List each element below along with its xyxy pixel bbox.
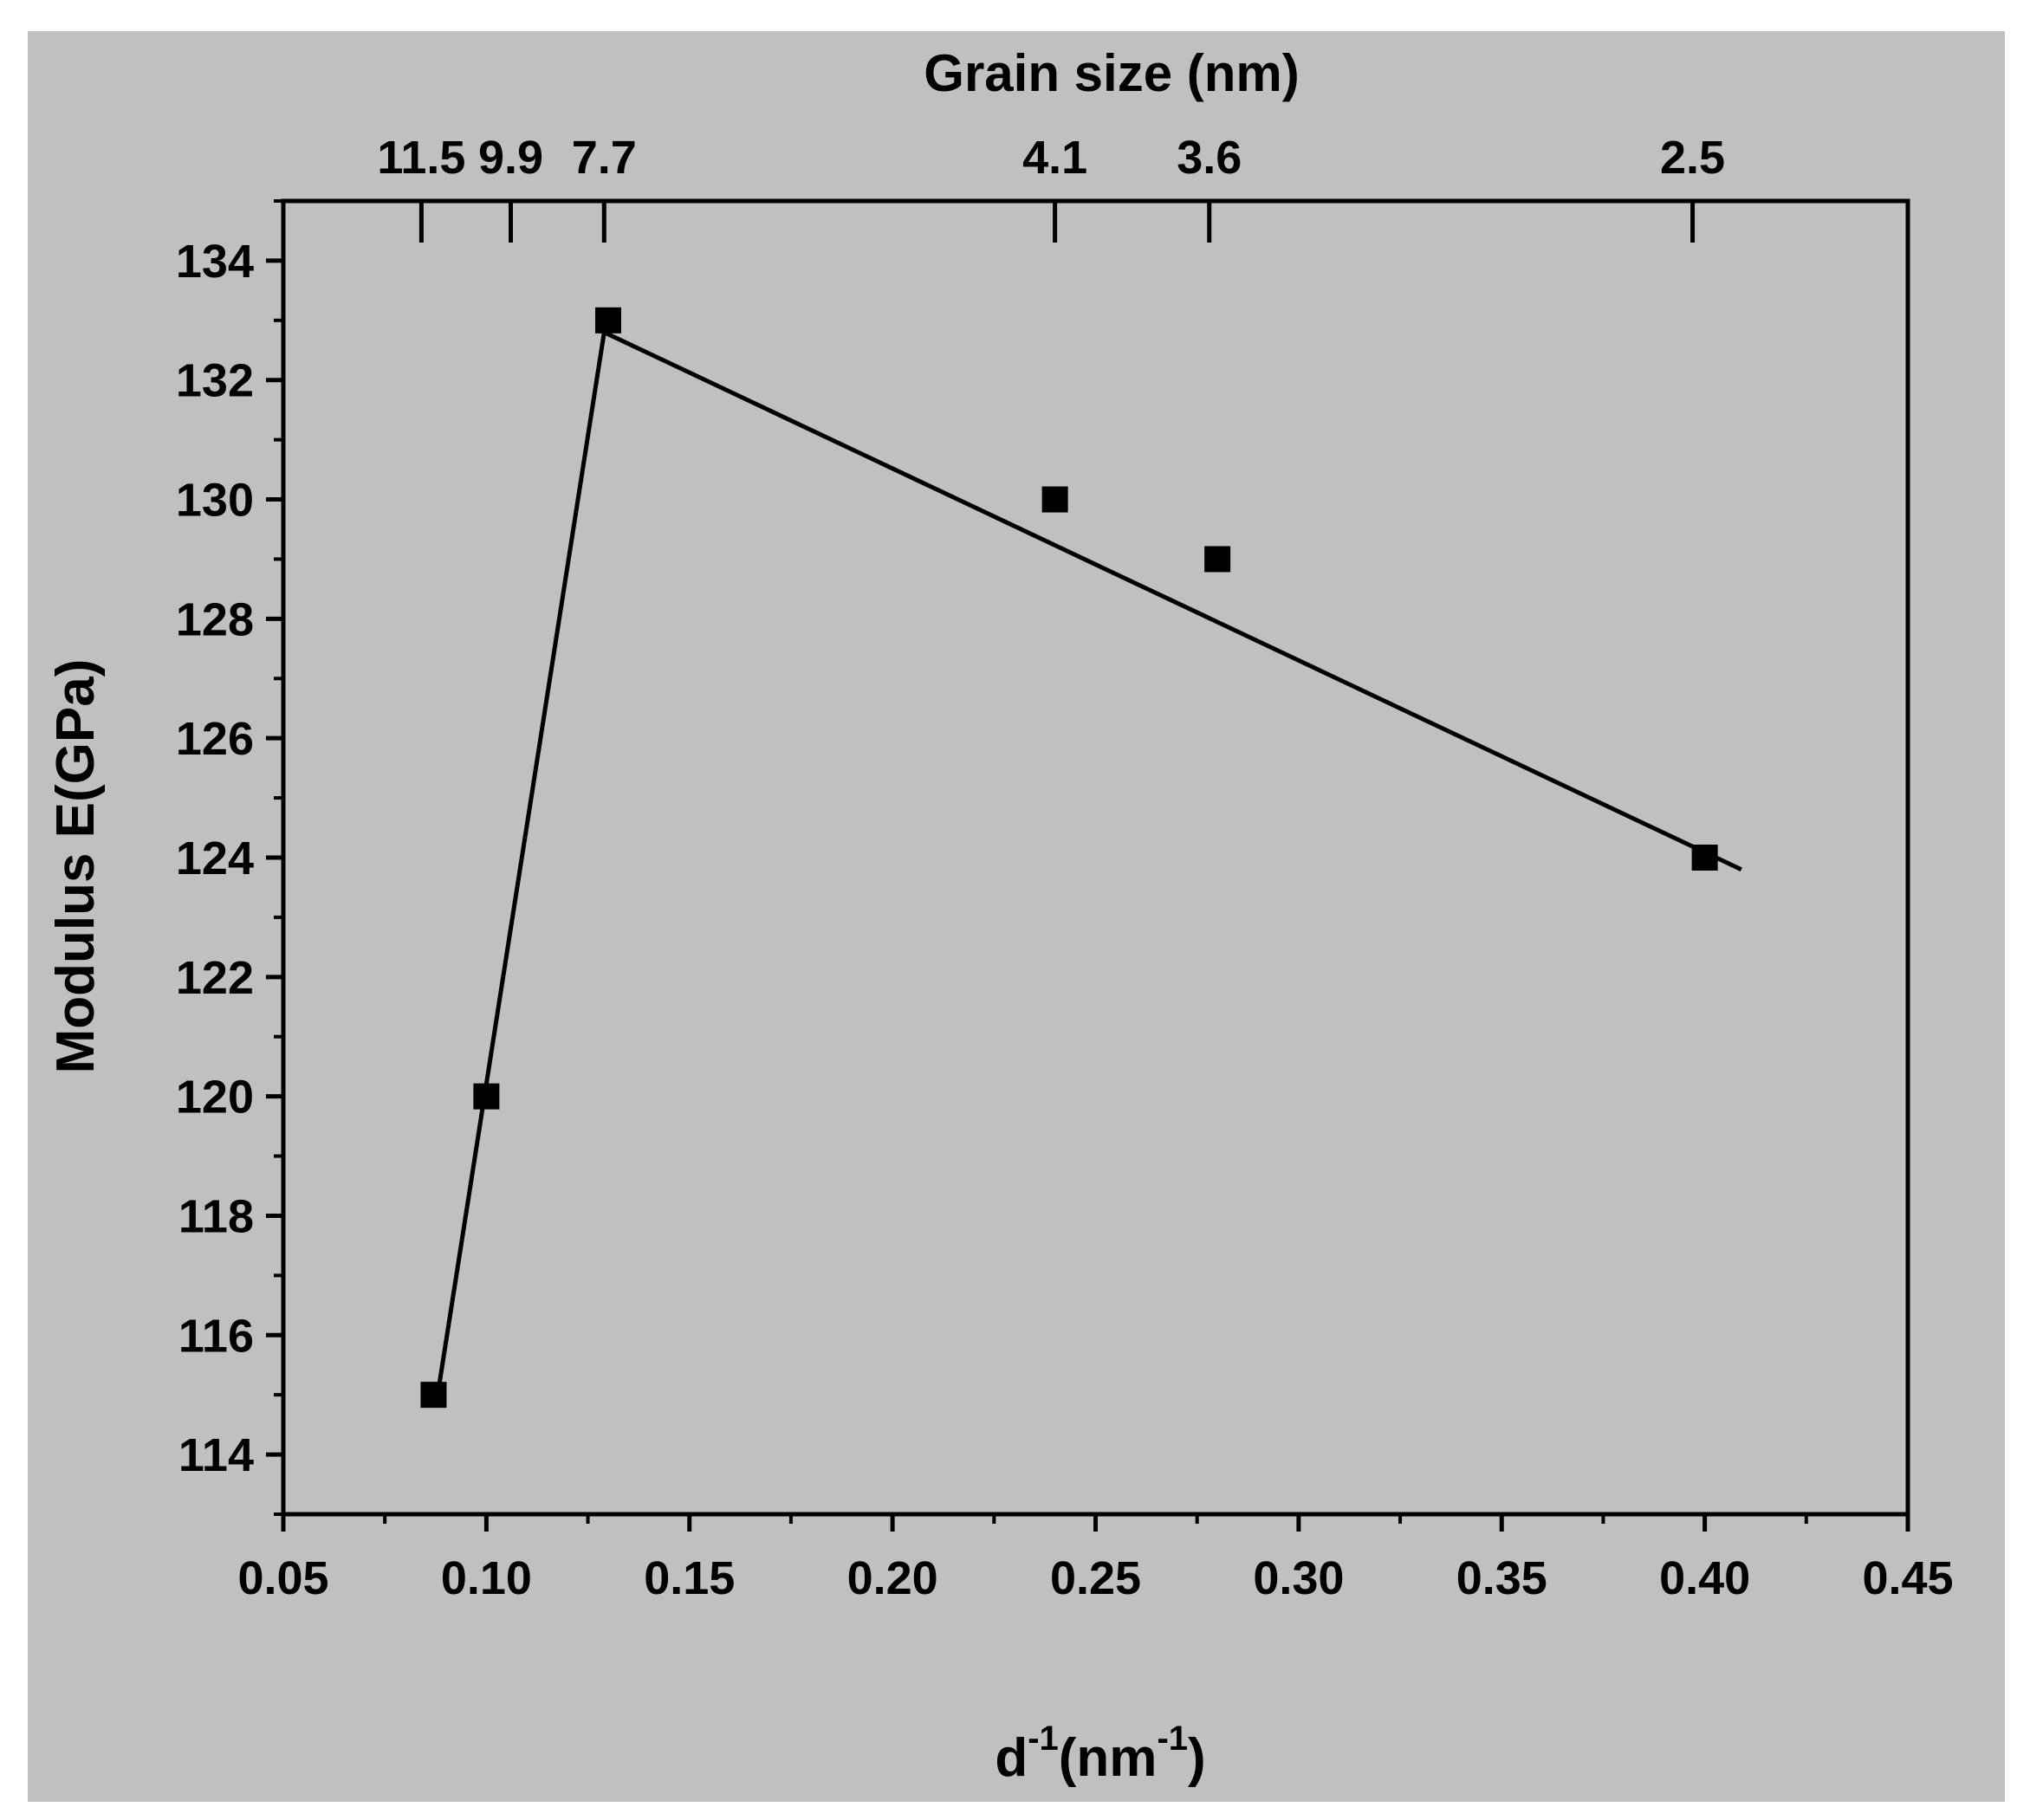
data-point-1 bbox=[420, 1382, 447, 1409]
top-tick-label: 9.9 bbox=[478, 132, 543, 184]
x-tick-label: 0.20 bbox=[847, 1552, 938, 1604]
x-axis-label: d-1(nm-1) bbox=[995, 1720, 1205, 1788]
x-tick-label: 0.05 bbox=[237, 1552, 328, 1604]
fit-lines bbox=[435, 330, 1742, 1396]
x-tick-label: 0.10 bbox=[441, 1552, 532, 1604]
y-axis-ticks: 114 116 118 120 122 124 126 128 130 132 134 bbox=[176, 199, 283, 1516]
data-point-4 bbox=[1041, 486, 1068, 513]
y-tick-label: 130 bbox=[176, 475, 254, 527]
x-tick-label: 0.45 bbox=[1862, 1552, 1953, 1604]
x-axis-label-close: ) bbox=[1188, 1728, 1206, 1788]
x-tick-label: 0.30 bbox=[1253, 1552, 1344, 1604]
top-tick-label: 11.5 bbox=[377, 132, 465, 184]
x-axis-label-unit: (nm bbox=[1059, 1728, 1158, 1788]
data-point-3 bbox=[595, 307, 621, 334]
x-tick-label: 0.40 bbox=[1659, 1552, 1750, 1604]
y-tick-label: 128 bbox=[176, 593, 254, 645]
fit-line-1 bbox=[435, 332, 606, 1396]
x-axis-label-main: d bbox=[995, 1728, 1028, 1788]
top-tick-label: 4.1 bbox=[1022, 132, 1087, 184]
top-tick-label: 3.6 bbox=[1177, 132, 1242, 184]
data-point-6 bbox=[1691, 845, 1718, 871]
top-tick-label: 2.5 bbox=[1660, 132, 1725, 184]
y-tick-label: 116 bbox=[178, 1310, 254, 1362]
top-tick-label: 7.7 bbox=[572, 132, 637, 184]
data-points bbox=[420, 307, 1718, 1409]
y-tick-label: 118 bbox=[178, 1190, 254, 1242]
fit-line-2 bbox=[603, 330, 1742, 872]
x-axis-ticks: 0.05 0.10 0.15 0.20 0.25 0.30 0.35 0.40 0.45 bbox=[237, 1514, 1954, 1604]
y-tick-label: 126 bbox=[176, 713, 254, 765]
data-point-2 bbox=[473, 1083, 500, 1110]
x-axis-label-superscript: -1 bbox=[1028, 1720, 1059, 1758]
y-axis-label: Modulus E(GPa) bbox=[46, 659, 106, 1074]
data-point-5 bbox=[1204, 546, 1231, 573]
y-tick-label: 114 bbox=[178, 1429, 254, 1481]
y-tick-label: 122 bbox=[176, 952, 254, 1004]
y-tick-label: 132 bbox=[176, 355, 254, 407]
x-tick-label: 0.35 bbox=[1456, 1552, 1547, 1604]
y-tick-label: 120 bbox=[176, 1072, 254, 1124]
figure-background bbox=[28, 31, 2005, 1802]
y-tick-label: 134 bbox=[176, 236, 254, 288]
top-axis-label: Grain size (nm) bbox=[924, 44, 1299, 102]
x-tick-label: 0.25 bbox=[1050, 1552, 1141, 1604]
x-tick-label: 0.15 bbox=[644, 1552, 735, 1604]
top-axis-ticks: 11.5 9.9 7.7 4.1 3.6 2.5 bbox=[377, 132, 1725, 243]
y-tick-label: 124 bbox=[176, 832, 254, 884]
x-axis-label-unit-superscript: -1 bbox=[1157, 1720, 1188, 1758]
